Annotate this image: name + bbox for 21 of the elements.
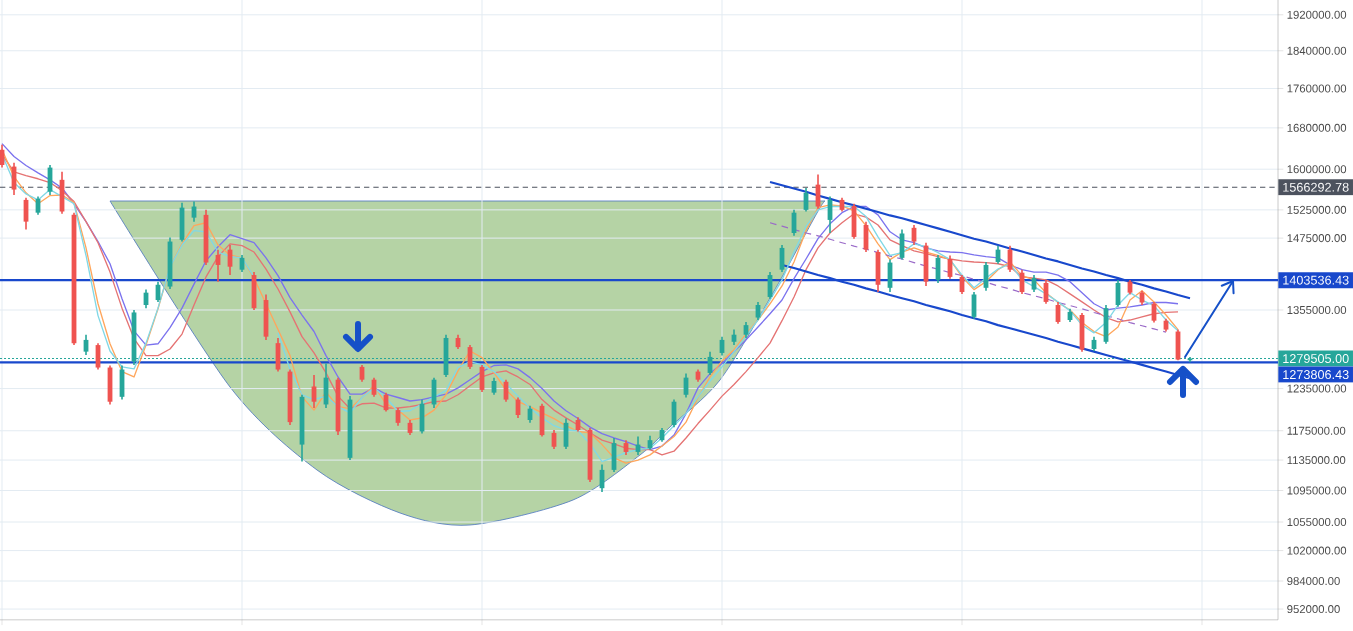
y-tick-label: 1600000.00 [1287, 165, 1347, 174]
y-tick-label: 984000.00 [1287, 577, 1340, 586]
y-tick-label: 1525000.00 [1287, 205, 1347, 214]
y-tick-label: 1840000.00 [1287, 46, 1347, 55]
y-tick-label: 1760000.00 [1287, 84, 1347, 93]
y-tick-label: 1020000.00 [1287, 546, 1347, 555]
y-tick-label: 1680000.00 [1287, 123, 1347, 132]
y-tick-label: 1175000.00 [1287, 426, 1346, 435]
y-tick-label: 1135000.00 [1287, 456, 1346, 465]
ref-line-label: 1279505.00 [1283, 354, 1349, 364]
y-tick-label: 1095000.00 [1287, 486, 1347, 495]
y-tick-label: 1475000.00 [1287, 234, 1347, 243]
ref-line-label: 1273806.43 [1283, 370, 1349, 380]
y-tick-label: 1355000.00 [1287, 305, 1347, 314]
y-tick-label: 1055000.00 [1287, 518, 1347, 527]
ref-line-label: 1566292.78 [1283, 182, 1349, 192]
ref-line-label: 1403536.43 [1283, 275, 1349, 285]
candlestick [0, 143, 5, 169]
y-tick-label: 1920000.00 [1287, 10, 1347, 19]
y-tick-label: 952000.00 [1287, 605, 1340, 614]
y-tick-label: 1235000.00 [1287, 384, 1347, 393]
